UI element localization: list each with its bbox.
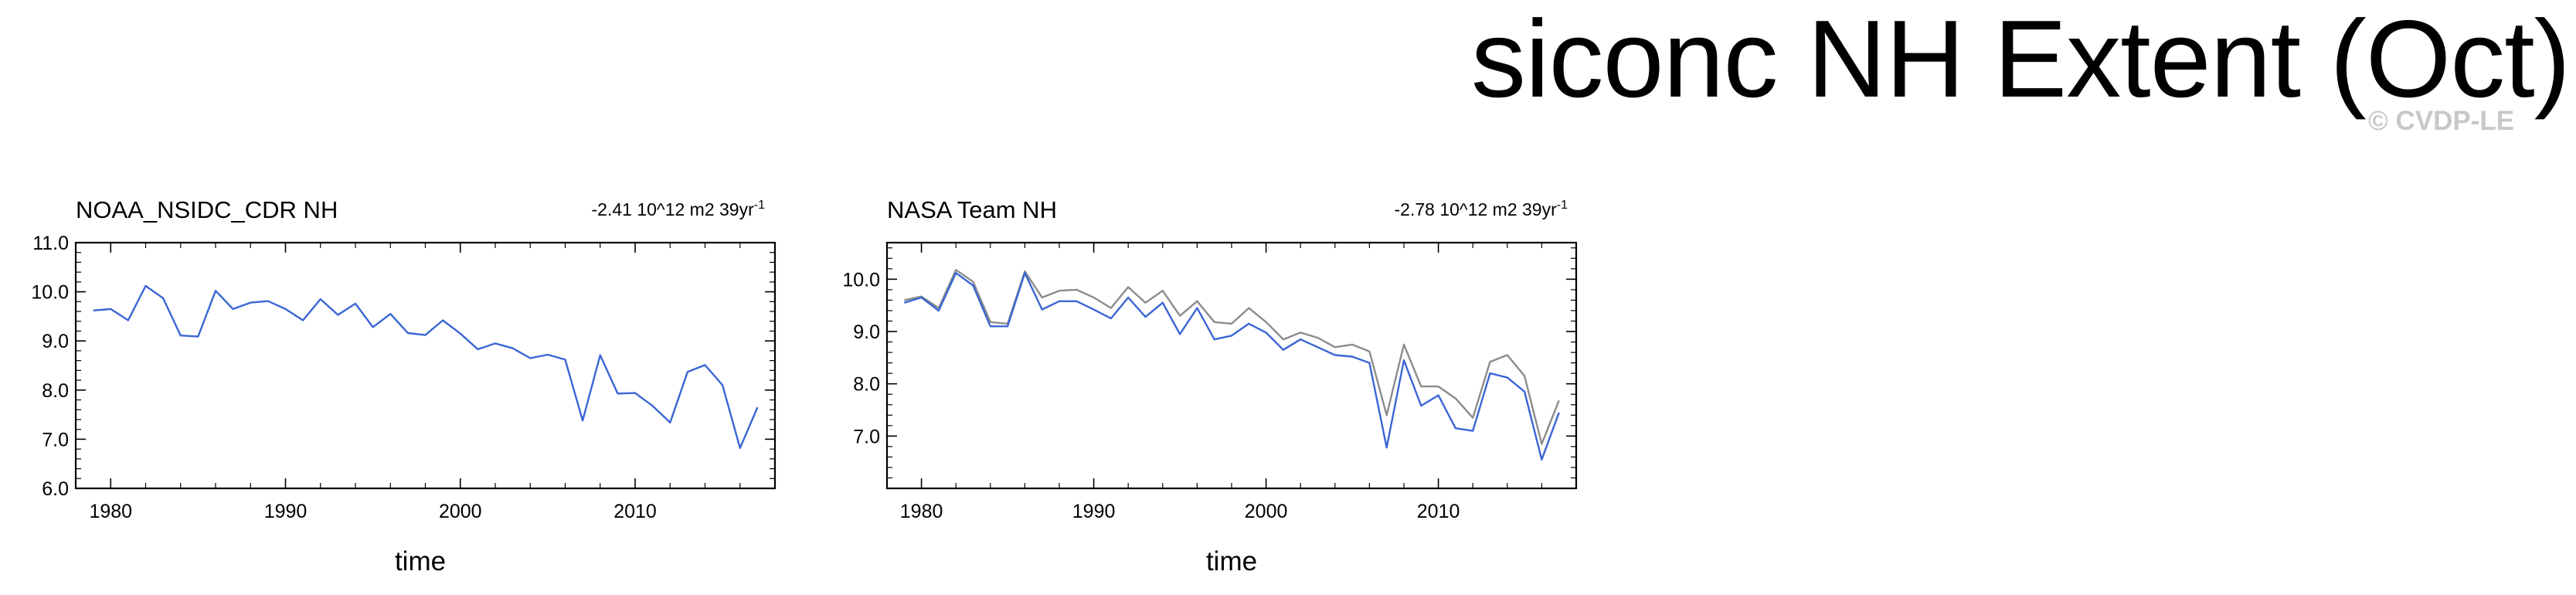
- trend-text: -2.78 10^12 m2 39yr: [1395, 199, 1558, 219]
- x-tick-label: 1990: [264, 501, 308, 522]
- panel-noaa-nsidc-cdr: NOAA_NSIDC_CDR NH -2.41 10^12 m2 39yr-1 …: [31, 196, 777, 576]
- y-tick-label: 7.0: [853, 426, 880, 447]
- trend-text: -2.41 10^12 m2 39yr: [592, 199, 755, 219]
- trend-label: -2.78 10^12 m2 39yr-1: [1395, 199, 1568, 219]
- series-group: [93, 284, 759, 449]
- series-group: [903, 269, 1560, 461]
- series-line-1: [904, 269, 1560, 445]
- x-axis-label: time: [395, 546, 446, 576]
- x-tick-label: 1990: [1072, 501, 1116, 522]
- trend-superscript: -1: [1557, 199, 1568, 212]
- trend-superscript: -1: [754, 199, 765, 212]
- axis-ticks: 7.0 8.0 9.0 10.0 1980 1990 2000 2010: [842, 243, 1577, 522]
- y-tick-label: 10.0: [842, 269, 880, 291]
- plot-frame: [74, 241, 777, 490]
- y-tick-label: 7.0: [42, 429, 69, 450]
- y-tick-label: 9.0: [853, 321, 880, 343]
- series-line-2: [903, 272, 1560, 461]
- series-line-1: [93, 284, 759, 449]
- y-tick-label: 8.0: [853, 374, 880, 396]
- y-tick-label: 6.0: [42, 478, 69, 500]
- panel-title: NASA Team NH: [887, 196, 1057, 223]
- panel-title: NOAA_NSIDC_CDR NH: [76, 196, 338, 223]
- x-axis-label: time: [1206, 546, 1257, 576]
- x-tick-label: 2010: [1417, 501, 1460, 522]
- panel-nasa-team: NASA Team NH -2.78 10^12 m2 39yr-1 time …: [842, 196, 1578, 576]
- x-tick-label: 2000: [1245, 501, 1288, 522]
- x-tick-label: 2010: [613, 501, 657, 522]
- y-tick-label: 11.0: [32, 233, 69, 254]
- x-tick-label: 2000: [439, 501, 482, 522]
- y-tick-label: 9.0: [42, 331, 69, 352]
- y-tick-label: 10.0: [31, 282, 69, 304]
- x-tick-label: 1980: [900, 501, 943, 522]
- plot-frame: [885, 241, 1578, 490]
- page-title: siconc NH Extent (Oct): [1471, 0, 2571, 121]
- trend-label: -2.41 10^12 m2 39yr-1: [592, 199, 766, 219]
- y-tick-label: 8.0: [42, 380, 69, 402]
- watermark: © CVDP-LE: [2368, 106, 2515, 136]
- axis-ticks: 6.0 7.0 8.0 9.0 10.0 11.0 1980 1990 2000 2010: [31, 233, 776, 522]
- x-tick-label: 1980: [89, 501, 132, 522]
